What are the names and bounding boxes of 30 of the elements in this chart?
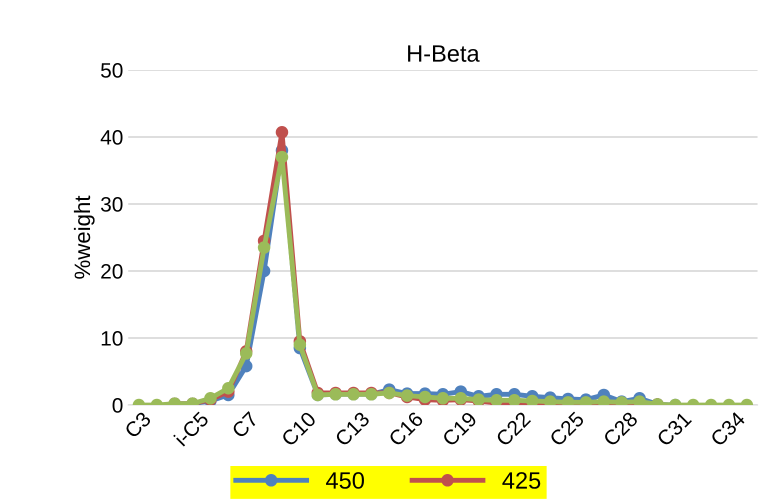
x-tick-label: C10	[280, 410, 317, 447]
point	[294, 338, 306, 351]
y-tick-label: 30	[100, 197, 123, 212]
y-tick-label: 40	[100, 130, 123, 145]
y-axis-title: %weight	[74, 196, 95, 279]
point	[418, 390, 432, 404]
x-tick-label: C28	[602, 410, 639, 447]
point	[508, 394, 521, 405]
y-tick-label: 0	[112, 398, 123, 413]
x-tick-label: C16	[388, 410, 424, 447]
x-tick-label: C19	[442, 410, 478, 447]
point	[222, 382, 235, 394]
legend-label: 425	[502, 472, 540, 489]
x-tick-label: C25	[548, 410, 585, 447]
y-tick-label: 50	[101, 63, 123, 78]
x-tick-label: C31	[656, 410, 692, 447]
y-tick-label: 20	[101, 264, 123, 279]
x-tick-label: C34	[710, 410, 746, 447]
point	[258, 241, 270, 254]
point	[276, 126, 288, 139]
y-tick-label: 10	[102, 331, 123, 346]
x-tick-label: C13	[334, 410, 370, 447]
point	[490, 394, 503, 405]
legend-label: 450	[326, 472, 364, 489]
x-tick-label: C7	[231, 410, 259, 439]
x-tick-label: C3	[124, 410, 152, 439]
x-tick-label: C22	[495, 410, 532, 447]
chart-title: H-Beta	[408, 45, 480, 62]
x-tick-label: i-C5	[173, 410, 210, 447]
point	[276, 150, 288, 164]
